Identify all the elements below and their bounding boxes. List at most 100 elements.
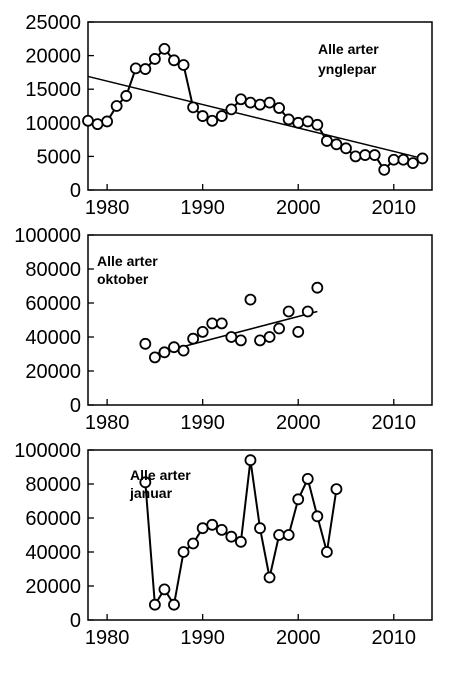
annotation-line2: ynglepar	[318, 61, 377, 77]
data-point	[187, 537, 200, 550]
data-point	[187, 332, 200, 345]
data-point	[168, 598, 180, 611]
data-point	[311, 510, 324, 523]
data-point	[196, 110, 209, 122]
x-tick-label: 2000	[276, 627, 321, 649]
x-tick-label: 1980	[85, 627, 130, 649]
data-point	[282, 529, 295, 541]
data-point	[129, 62, 142, 75]
data-point	[349, 150, 362, 163]
plot-layer: 0 20000 40000 60000 80000 100000 1980 1990 2000 2…	[14, 225, 433, 434]
data-point	[282, 305, 295, 318]
data-point	[139, 337, 152, 350]
data-point	[311, 118, 324, 131]
data-point	[158, 583, 171, 596]
data-point	[148, 351, 161, 364]
y-tick-label: 40000	[25, 327, 81, 349]
data-point	[196, 522, 209, 535]
data-point	[234, 334, 247, 347]
y-tick-label: 40000	[25, 542, 81, 564]
trend-line	[87, 75, 423, 160]
panel-october: 0 20000 40000 60000 80000 100000 1980 1990 2000 2…	[14, 225, 433, 434]
y-tick-label: 0	[70, 180, 81, 202]
data-point	[177, 344, 190, 357]
data-point	[196, 325, 209, 338]
data-point	[254, 522, 266, 535]
data-point	[330, 483, 343, 496]
data-point	[158, 42, 171, 55]
data-point	[273, 102, 286, 114]
data-point	[263, 571, 276, 584]
data-point	[244, 293, 257, 306]
y-tick-label: 25000	[25, 12, 81, 34]
data-point	[292, 325, 305, 338]
data-point	[301, 115, 314, 128]
data-point	[206, 518, 219, 531]
data-point	[368, 149, 381, 161]
data-point	[263, 96, 276, 109]
data-point	[215, 317, 228, 330]
data-point	[254, 98, 266, 111]
annotation-line1: Alle arter	[97, 253, 158, 269]
data-point	[225, 103, 238, 116]
data-point	[206, 114, 219, 127]
data-point	[263, 331, 276, 343]
x-tick-label: 2000	[276, 197, 321, 219]
data-point	[387, 153, 400, 166]
x-tick-label: 1990	[180, 627, 225, 649]
y-tick-label: 20000	[25, 576, 81, 598]
data-point	[234, 535, 247, 548]
data-point	[215, 110, 228, 122]
data-point	[148, 53, 161, 65]
y-tick-label: 80000	[25, 474, 81, 496]
data-point	[378, 163, 391, 176]
data-point	[91, 118, 104, 131]
x-tick-label: 1990	[180, 412, 225, 434]
data-point	[225, 530, 238, 543]
data-point	[139, 63, 152, 75]
data-point	[244, 454, 257, 467]
data-point	[139, 476, 152, 489]
data-point	[292, 493, 305, 506]
data-point	[215, 524, 228, 536]
y-tick-label: 10000	[25, 113, 81, 135]
data-point	[340, 142, 352, 155]
panel-breeding-pairs: 0 5000 10000 15000 20000 25000 1980 1990 2000 201…	[25, 12, 433, 219]
y-tick-label: 60000	[25, 293, 81, 315]
data-point	[187, 101, 200, 114]
plot-frame	[87, 21, 433, 191]
data-point	[177, 59, 190, 71]
y-tick-label: 60000	[25, 508, 81, 530]
data-point	[397, 153, 410, 166]
data-point	[148, 598, 161, 611]
data-point	[301, 305, 314, 318]
data-point	[359, 149, 372, 161]
annotation-line2: oktober	[97, 271, 149, 287]
data-point	[406, 157, 419, 170]
y-tick-label: 100000	[14, 225, 81, 247]
plot-frame	[87, 449, 433, 621]
annotation-line1: Alle arter	[318, 41, 379, 57]
x-tick-label: 2010	[372, 197, 417, 219]
data-point	[110, 100, 123, 112]
data-point	[101, 115, 114, 128]
data-point	[168, 54, 180, 67]
data-point	[292, 116, 305, 129]
data-point	[330, 138, 343, 151]
plot-layer: 0 20000 40000 60000 80000 100000 1980 1990 2000 2…	[14, 440, 433, 649]
x-tick-label: 2010	[372, 627, 417, 649]
data-point	[120, 90, 133, 102]
y-tick-label: 15000	[25, 79, 81, 101]
x-tick-label: 1990	[180, 197, 225, 219]
plot-layer: 0 5000 10000 15000 20000 25000 1980 1990 2000 201…	[25, 12, 433, 219]
data-point	[311, 281, 324, 294]
data-point	[301, 472, 314, 485]
data-point	[320, 546, 333, 558]
y-tick-label: 0	[70, 395, 81, 417]
x-tick-label: 2000	[276, 412, 321, 434]
annotation-line2: januar	[129, 485, 173, 501]
y-tick-label: 20000	[25, 361, 81, 383]
x-tick-label: 1980	[85, 197, 130, 219]
panel-january: 0 20000 40000 60000 80000 100000 1980 1990 2000 2…	[14, 440, 433, 649]
data-point	[320, 135, 333, 147]
